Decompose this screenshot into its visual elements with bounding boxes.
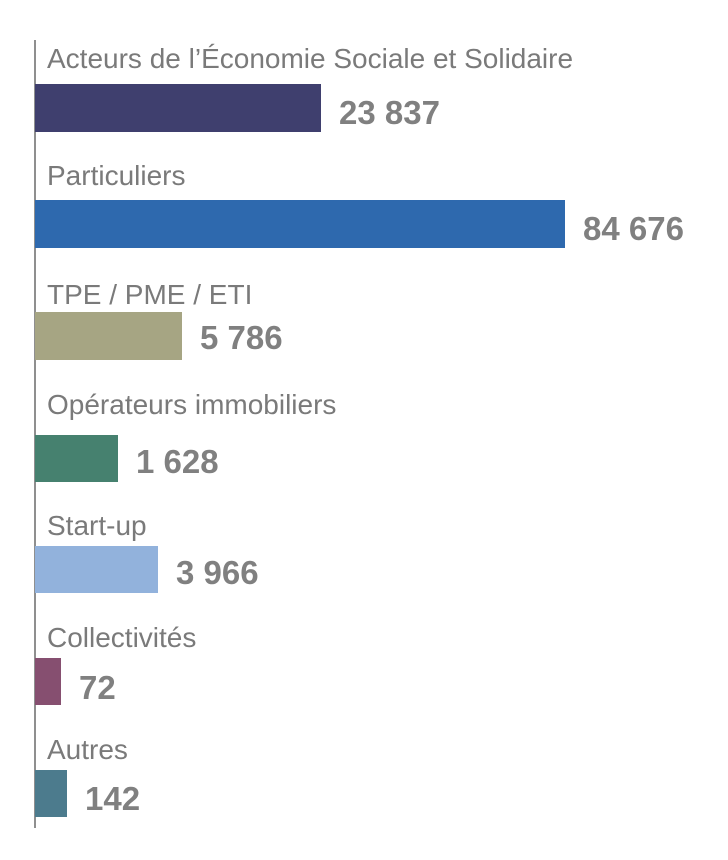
value-label: 23 837	[339, 94, 440, 131]
category-label: Collectivités	[47, 622, 197, 653]
value-label: 84 676	[583, 210, 684, 247]
value-label: 1 628	[136, 443, 219, 480]
bar	[35, 312, 182, 360]
y-axis-line	[34, 40, 36, 828]
category-label: Opérateurs immobiliers	[47, 389, 337, 420]
value-label: 3 966	[176, 554, 259, 591]
category-label: Autres	[47, 734, 128, 765]
category-label: Acteurs de l’Économie Sociale et Solidai…	[47, 43, 574, 74]
bar	[35, 546, 158, 593]
bar	[35, 770, 67, 817]
value-label: 72	[79, 669, 116, 706]
bar	[35, 200, 565, 248]
bar	[35, 435, 118, 482]
category-label: Start-up	[47, 510, 147, 541]
value-label: 5 786	[200, 319, 283, 356]
value-label: 142	[85, 780, 141, 817]
bar	[35, 658, 61, 705]
bar	[35, 84, 321, 132]
category-label: TPE / PME / ETI	[47, 279, 253, 310]
category-label: Particuliers	[47, 160, 186, 191]
